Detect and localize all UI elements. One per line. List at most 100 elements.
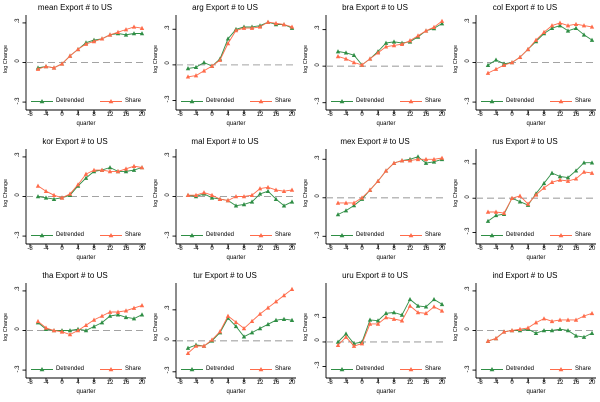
y-tick: -.3	[315, 231, 321, 239]
legend: Detrended Share	[326, 229, 446, 240]
y-tick: -.3	[15, 365, 21, 373]
x-tick: 20	[288, 246, 296, 252]
legend-label-share: Share	[275, 97, 292, 104]
plot-canvas	[22, 283, 146, 382]
x-tick: 12	[256, 380, 264, 386]
subplot: col Export # to US log Change quarter .3…	[450, 0, 600, 134]
y-tick: -.3	[165, 366, 171, 374]
legend-entry-share: Share	[100, 365, 141, 373]
legend-entry-share: Share	[550, 231, 591, 239]
y-axis-label: log Change	[3, 312, 9, 342]
x-tick: -4	[193, 246, 199, 252]
x-axis-label: quarter	[526, 255, 546, 261]
legend-label-detrended: Detrended	[505, 97, 534, 104]
legend-label-share: Share	[575, 365, 592, 372]
x-axis-label: quarter	[226, 389, 246, 395]
x-tick: 0	[60, 112, 64, 118]
y-axis-label: log Change	[453, 178, 459, 208]
y-tick: 0	[465, 59, 471, 63]
x-tick: 16	[272, 246, 280, 252]
x-tick: 8	[242, 380, 246, 386]
legend: Detrended Share	[176, 363, 296, 374]
x-tick: -4	[43, 112, 49, 118]
legend-label-detrended: Detrended	[505, 365, 534, 372]
legend-label-detrended: Detrended	[355, 365, 384, 372]
x-tick: 0	[210, 112, 214, 118]
x-tick: 0	[510, 246, 514, 252]
plot-canvas	[172, 149, 296, 248]
subplot: kor Export # to US log Change quarter .3…	[0, 134, 150, 268]
legend-entry-share: Share	[100, 231, 141, 239]
x-tick: 0	[60, 380, 64, 386]
plot-canvas	[472, 283, 596, 382]
y-axis-label: log Change	[303, 312, 309, 342]
x-tick: 12	[406, 112, 414, 118]
x-tick: 12	[556, 246, 564, 252]
legend-entry-detrended: Detrended	[180, 365, 234, 373]
x-tick: 4	[526, 112, 530, 118]
x-tick: 12	[406, 380, 414, 386]
share-line-sample	[100, 366, 122, 371]
detrended-line-sample	[330, 98, 353, 103]
x-tick: 8	[542, 380, 546, 386]
detrended-line-sample	[30, 232, 53, 237]
y-tick: .3	[15, 18, 21, 24]
x-tick: -4	[343, 246, 349, 252]
x-tick: -4	[493, 380, 499, 386]
x-tick: 12	[106, 246, 114, 252]
x-tick: 4	[376, 246, 380, 252]
y-axis-label: log Change	[153, 312, 159, 342]
x-tick: 20	[438, 112, 446, 118]
x-tick: -8	[27, 380, 33, 386]
legend-label-share: Share	[575, 231, 592, 238]
subplot-title: tha Export # to US	[42, 271, 108, 280]
x-tick: 20	[438, 380, 446, 386]
y-axis-label: log Change	[303, 178, 309, 208]
x-tick: 4	[76, 246, 80, 252]
y-tick: -.3	[165, 231, 171, 239]
x-tick: 8	[392, 380, 396, 386]
subplot: mex Export # to US log Change quarter .3…	[300, 134, 450, 268]
x-tick: 4	[526, 380, 530, 386]
x-tick: 0	[60, 246, 64, 252]
x-tick: -8	[327, 246, 333, 252]
x-tick: 8	[542, 112, 546, 118]
x-tick: 0	[510, 380, 514, 386]
subplot-title: tur Export # to US	[193, 271, 257, 280]
x-tick: 0	[210, 380, 214, 386]
x-tick: 12	[556, 380, 564, 386]
detrended-line-sample	[480, 232, 503, 237]
legend-label-share: Share	[425, 365, 442, 372]
legend-entry-detrended: Detrended	[330, 231, 384, 239]
plot-canvas	[22, 15, 146, 114]
subplot-title: ind Export # to US	[492, 271, 558, 280]
x-tick: -8	[177, 112, 183, 118]
legend-entry-detrended: Detrended	[480, 97, 534, 105]
detrended-line-sample	[180, 98, 203, 103]
y-tick: .3	[465, 18, 471, 24]
legend-label-detrended: Detrended	[505, 231, 534, 238]
x-tick: 4	[376, 112, 380, 118]
legend-label-share: Share	[425, 231, 442, 238]
x-tick: -8	[477, 246, 483, 252]
plot-canvas	[472, 149, 596, 248]
legend: Detrended Share	[26, 95, 146, 106]
x-tick: -4	[343, 380, 349, 386]
plot-canvas	[22, 149, 146, 248]
legend-label-detrended: Detrended	[205, 97, 234, 104]
y-tick: -.3	[315, 361, 321, 369]
x-tick: -8	[27, 112, 33, 118]
legend-label-detrended: Detrended	[205, 231, 234, 238]
y-tick: 0	[165, 337, 171, 341]
detrended-line-sample	[480, 366, 503, 371]
legend-label-share: Share	[125, 231, 142, 238]
subplot: tur Export # to US log Change quarter .3…	[150, 268, 300, 402]
y-tick: 0	[465, 195, 471, 199]
legend-label-detrended: Detrended	[355, 231, 384, 238]
y-axis-label: log Change	[153, 44, 159, 74]
subplot: ind Export # to US log Change quarter .3…	[450, 268, 600, 402]
subplot-title: arg Export # to US	[192, 3, 258, 12]
plot-canvas	[472, 15, 596, 114]
x-tick: -4	[43, 380, 49, 386]
x-tick: 20	[288, 380, 296, 386]
